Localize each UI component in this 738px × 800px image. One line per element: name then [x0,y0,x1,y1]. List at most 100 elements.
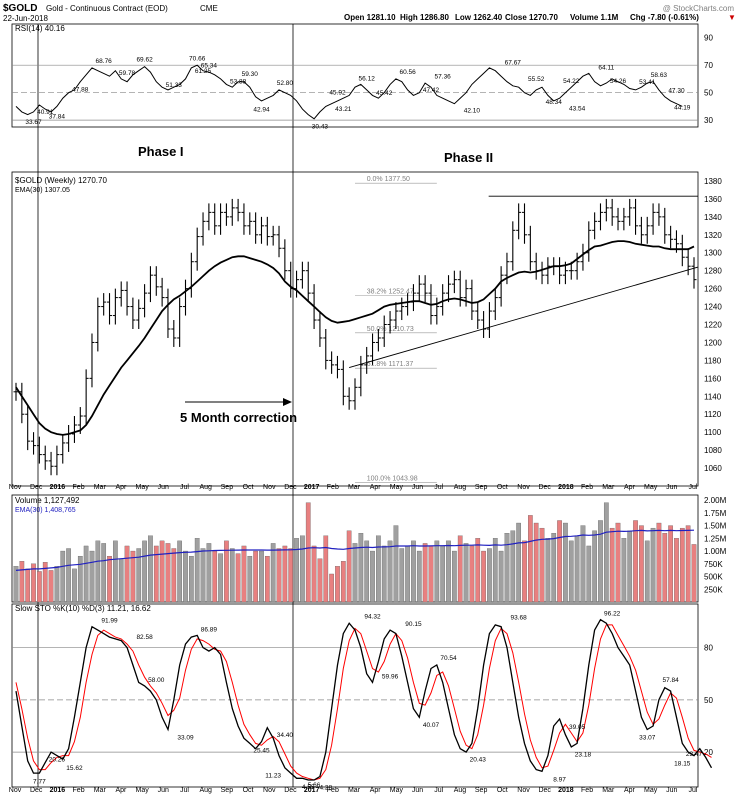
price-tick-label: 1240 [704,303,722,312]
volume-bar [627,530,633,603]
volume-bar [452,550,457,603]
x-axis-label: May [390,484,404,491]
x-axis-label: Apr [370,484,382,491]
rsi-value-label: 44.19 [674,105,691,112]
x-axis-label: Sep [475,484,488,491]
sto-value-label: 34.40 [277,732,294,739]
rsi-value-label: 57.36 [435,74,452,81]
volume-bar [270,543,276,603]
rsi-value-label: 59.30 [242,71,259,78]
fib-level-label: 61.8% 1171.37 [367,361,414,368]
volume-bar [171,548,177,603]
volume-ema-legend: EMA(30) 1,408,765 [15,507,76,514]
volume-bar [19,561,25,603]
volume-bar [31,563,36,603]
sto-value-label: 23.47 [686,751,703,758]
volume-bar [60,550,66,603]
x-axis-label: Jul [689,787,698,794]
volume-bar [54,566,60,603]
x-axis-label: Feb [581,787,593,794]
x-axis-label: Oct [497,787,508,794]
x-axis-label: Jul [434,484,443,491]
volume-bar [674,538,679,603]
rsi-value-label: 48.34 [546,99,563,106]
volume-bar [159,540,165,603]
volume-bar [352,543,358,603]
x-axis-label: Oct [497,484,508,491]
rsi-value-label: 43.54 [569,106,586,113]
price-tick-label: 1180 [704,356,722,365]
volume-bar [481,550,486,603]
x-axis-label: Mar [94,787,107,794]
volume-bar [399,548,405,603]
x-axis-label: Jul [180,787,189,794]
x-axis-label: Jun [158,787,169,794]
x-axis-label: Dec [284,787,297,794]
volume-bar [615,522,621,603]
volume-bar [586,545,592,603]
x-axis-label: 2016 [50,484,66,491]
rsi-value-label: 54.22 [563,78,580,85]
sto-value-label: 90.15 [405,621,422,628]
volume-bar [376,535,381,603]
rsi-value-label: 56.12 [359,75,376,82]
volume-bar [101,543,107,603]
fib-level-label: 100.0% 1043.98 [367,475,418,482]
volume-bar [633,520,638,603]
sto-value-label: 23.18 [575,752,592,759]
volume-bar [148,535,153,603]
sto-tick-label: 50 [704,696,713,705]
sto-value-label: 20.26 [49,757,66,764]
sto-value-label: 7.77 [33,778,46,785]
sto-value-label: 33.07 [639,734,656,741]
x-axis-label: Nov [263,484,276,491]
date-label: 22-Jun-2018 [3,14,48,23]
x-axis-label: Jun [158,484,169,491]
volume-bar [212,550,218,603]
x-axis-label: Apr [115,787,127,794]
price-tick-label: 1120 [704,410,722,419]
x-axis-label: Jun [412,787,423,794]
volume-bar [563,522,568,603]
rsi-value-label: 70.66 [189,55,206,62]
sto-value-label: 4.55 [302,784,315,791]
volume-bar [288,548,294,603]
volume-bar [656,522,662,603]
x-axis-label: May [644,484,658,491]
rsi-value-label: 47.30 [668,87,685,94]
volume-bar [300,535,305,603]
x-axis-label: Feb [73,484,85,491]
volume-bar [224,540,229,603]
volume-bar [247,555,253,603]
volume-bar [393,525,399,603]
x-axis-label: Apr [115,484,127,491]
price-tick-label: 1320 [704,231,722,240]
sto-value-label: 96.22 [604,610,621,617]
volume-bar [66,548,71,603]
volume-ema-line [15,529,695,571]
close-value: Close 1270.70 [505,13,558,22]
volume-bar [662,533,668,603]
sto-tick-label: 20 [704,748,713,757]
volume-bar [475,538,481,603]
x-axis-label: Apr [624,484,636,491]
volume-bar [580,525,586,603]
rsi-value-label: 42.10 [464,108,481,115]
rsi-tick-label: 70 [704,61,713,70]
volume-bar [528,515,533,603]
volume-bar [545,538,551,603]
volume-bar [130,550,136,603]
volume-bar [516,522,521,603]
volume-tick-label: 500K [704,573,723,582]
volume-bar [463,543,469,603]
x-axis-label: Feb [581,484,593,491]
rsi-value-label: 30.43 [312,124,329,131]
rsi-value-label: 45.42 [376,90,393,97]
panel-frame [11,171,699,487]
volume-bar [592,530,597,603]
rsi-tick-label: 30 [704,116,713,125]
rsi-value-label: 37.84 [49,113,66,120]
sto-value-label: 33.09 [177,734,194,741]
volume-bar [422,543,428,603]
rsi-value-label: 68.76 [96,58,113,65]
